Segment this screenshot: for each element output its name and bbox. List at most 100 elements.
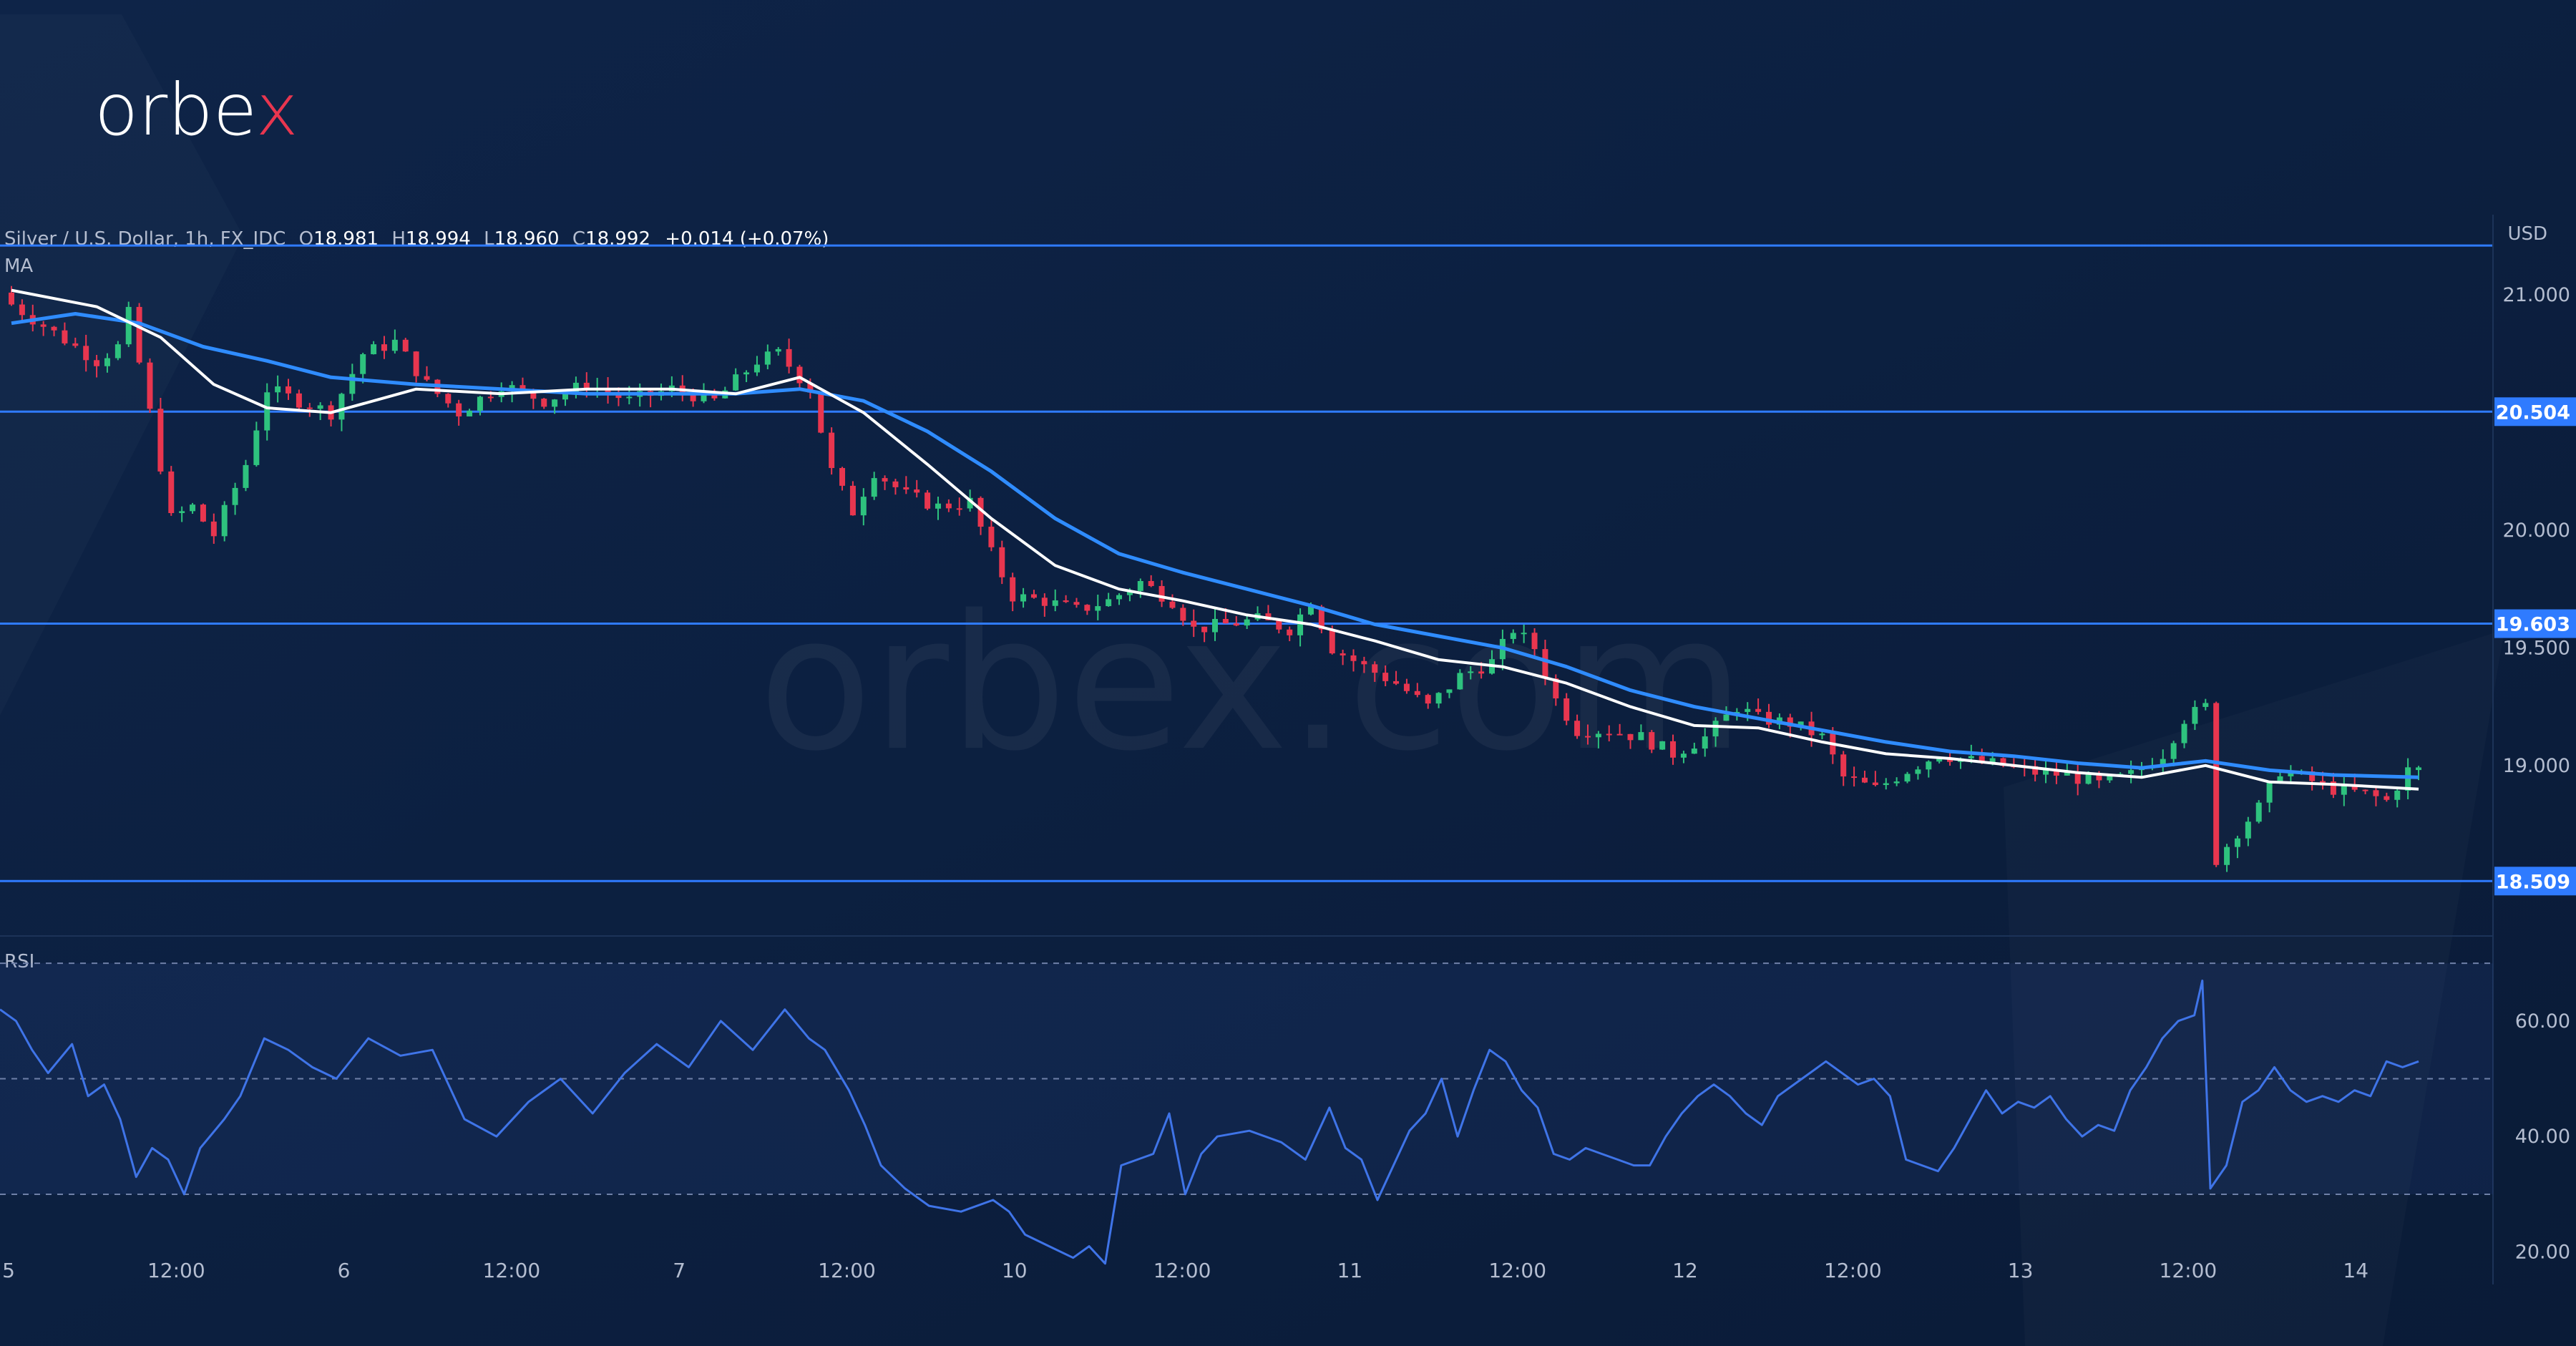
candle-body bbox=[2320, 781, 2326, 783]
candle-body bbox=[914, 489, 920, 493]
candle-body bbox=[2160, 759, 2166, 767]
candle-body bbox=[114, 344, 121, 359]
time-tick-label: 5 bbox=[2, 1259, 15, 1282]
candle-body bbox=[391, 339, 398, 351]
candle-body bbox=[2362, 789, 2368, 791]
candle-body bbox=[1148, 580, 1154, 586]
level-price-tag bbox=[2494, 609, 2576, 638]
candle-body bbox=[1659, 741, 1666, 750]
candle-body bbox=[1350, 655, 1357, 661]
candle-body bbox=[2032, 766, 2039, 775]
candle-body bbox=[1542, 649, 1548, 679]
candle-body bbox=[2096, 774, 2102, 781]
candle-body bbox=[2224, 847, 2230, 865]
candle-body bbox=[1553, 678, 1559, 698]
candle-body bbox=[701, 391, 707, 401]
candle-body bbox=[583, 382, 590, 390]
rsi-tick-label: 60.00 bbox=[2515, 1010, 2570, 1033]
time-tick-label: 12:00 bbox=[1153, 1259, 1211, 1282]
candle-body bbox=[2043, 769, 2049, 775]
candle-body bbox=[935, 503, 941, 509]
candle-body bbox=[924, 492, 931, 509]
candle-body bbox=[2128, 770, 2135, 774]
candle-body bbox=[1158, 585, 1165, 602]
price-axis[interactable]: USD 21.000 20.000 19.500 19.000 20.504 19.603 1… bbox=[2494, 223, 2576, 896]
time-tick-label: 12:00 bbox=[147, 1259, 205, 1282]
candle-body bbox=[871, 478, 877, 497]
candle-body bbox=[413, 351, 419, 376]
candle-body bbox=[1915, 769, 1921, 774]
time-tick-label: 12 bbox=[1672, 1259, 1698, 1282]
candle-body bbox=[753, 364, 760, 373]
time-tick-label: 11 bbox=[1337, 1259, 1363, 1282]
candle-body bbox=[1521, 633, 1527, 635]
candle-body bbox=[1063, 600, 1069, 603]
candle-body bbox=[1638, 732, 1644, 741]
candle-body bbox=[83, 346, 89, 361]
candle-body bbox=[2405, 767, 2411, 791]
time-tick-label: 14 bbox=[2343, 1259, 2368, 1282]
candle-body bbox=[967, 497, 973, 509]
candle-body bbox=[519, 385, 526, 390]
candle-body bbox=[1307, 606, 1314, 615]
candle-body bbox=[2277, 776, 2283, 783]
candle-body bbox=[125, 306, 132, 345]
candle-body bbox=[1670, 741, 1677, 758]
rsi-tick-label: 40.00 bbox=[2515, 1126, 2570, 1148]
candle-body bbox=[338, 394, 345, 420]
candle-body bbox=[147, 362, 153, 409]
price-tick-label: 19.000 bbox=[2503, 755, 2570, 777]
candle-body bbox=[1287, 629, 1293, 635]
candle-body bbox=[1020, 594, 1027, 602]
candle-body bbox=[1095, 606, 1101, 611]
candle-body bbox=[40, 324, 47, 327]
level-price-tag bbox=[2494, 397, 2576, 426]
candle-body bbox=[1468, 671, 1474, 673]
candle-body bbox=[1010, 577, 1016, 602]
candle-body bbox=[1425, 695, 1431, 704]
candle-body bbox=[2373, 790, 2379, 796]
rsi-axis[interactable]: 60.00 40.00 20.00 bbox=[2515, 1010, 2570, 1264]
price-tick-label: 21.000 bbox=[2503, 284, 2570, 306]
candle-body bbox=[349, 374, 356, 394]
candle-body bbox=[1595, 733, 1601, 738]
candle-body bbox=[317, 405, 323, 409]
candle-body bbox=[1393, 681, 1400, 684]
candle-body bbox=[552, 399, 558, 407]
candle-body bbox=[1116, 595, 1123, 600]
candle-body bbox=[1297, 614, 1304, 635]
candle-body bbox=[1702, 736, 1708, 749]
candle-body bbox=[2074, 771, 2081, 784]
candle-body bbox=[1041, 598, 1048, 606]
candle-body bbox=[1191, 620, 1197, 627]
candle-body bbox=[2202, 703, 2209, 707]
candle-body bbox=[264, 392, 270, 431]
candle-body bbox=[157, 409, 164, 472]
candle-body bbox=[2192, 706, 2198, 724]
candle-body bbox=[1851, 776, 1858, 779]
candle-body bbox=[1787, 717, 1793, 727]
candle-body bbox=[19, 304, 25, 316]
rsi-pane bbox=[0, 962, 2493, 1265]
candle-body bbox=[1936, 758, 1943, 762]
time-tick-label: 6 bbox=[338, 1259, 351, 1282]
candle-body bbox=[1616, 733, 1623, 736]
candle-body bbox=[168, 471, 175, 513]
candle-body bbox=[2330, 781, 2336, 795]
level-price-label: 20.504 bbox=[2496, 401, 2570, 424]
candle-body bbox=[371, 344, 377, 355]
candle-body bbox=[253, 430, 260, 465]
candle-body bbox=[51, 326, 57, 331]
time-axis[interactable]: 5 12:00 6 12:00 7 12:00 10 12:00 11 12:00 12 12:00 1… bbox=[2, 1259, 2368, 1282]
candle-body bbox=[903, 487, 909, 490]
ma-fast-line bbox=[11, 288, 2419, 791]
candle-body bbox=[1926, 761, 1932, 770]
candle-body bbox=[296, 393, 302, 408]
candle-body bbox=[572, 382, 579, 394]
time-tick-label: 13 bbox=[2008, 1259, 2034, 1282]
candle-body bbox=[562, 393, 569, 400]
time-tick-label: 12:00 bbox=[2160, 1259, 2218, 1282]
candle-body bbox=[221, 504, 228, 537]
candle-body bbox=[1691, 748, 1697, 754]
